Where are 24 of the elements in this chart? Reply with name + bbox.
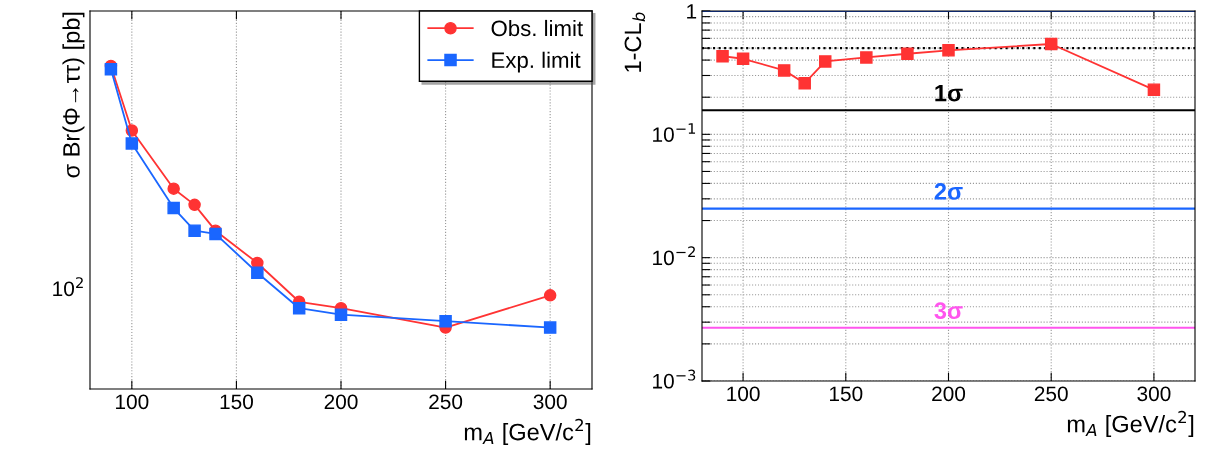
legend-label: Obs. limit	[491, 19, 583, 37]
y-axis-title: 1-CL$_{b}$	[624, 12, 646, 72]
x-tick-label: 250	[429, 394, 463, 410]
legend-label: Exp. limit	[492, 51, 581, 73]
y-tick-label: 10$^{−1}$	[653, 123, 696, 142]
ref-line-label: 2σ	[934, 183, 963, 200]
x-tick-label: 300	[1137, 386, 1171, 402]
y-tick-label: 1	[687, 4, 697, 19]
x-axis-title: m$_{A}$ [GeV/c$^{2}$]	[464, 418, 591, 446]
x-tick-label: 200	[932, 386, 966, 402]
ref-line-label: 3σ	[934, 302, 963, 320]
x-tick-label: 300	[533, 394, 567, 410]
x-tick-label: 100	[727, 386, 760, 402]
y-tick-label: 10$^{−2}$	[653, 246, 695, 266]
y-tick-label: 10$^{−3}$	[653, 369, 696, 389]
ref-line-label: 1σ	[935, 84, 963, 102]
x-tick-label: 250	[1034, 386, 1068, 402]
x-tick-label: 150	[830, 386, 863, 402]
y-axis-title: σ Br(Φ→ττ) [pb]	[62, 12, 85, 178]
text: 10$^{2}$	[53, 277, 83, 297]
x-tick-label: 150	[220, 394, 253, 410]
x-tick-label: 100	[116, 394, 149, 410]
x-axis-title: m$_{A}$ [GeV/c$^{2}$]	[1067, 410, 1194, 438]
x-tick-label: 200	[324, 394, 358, 410]
